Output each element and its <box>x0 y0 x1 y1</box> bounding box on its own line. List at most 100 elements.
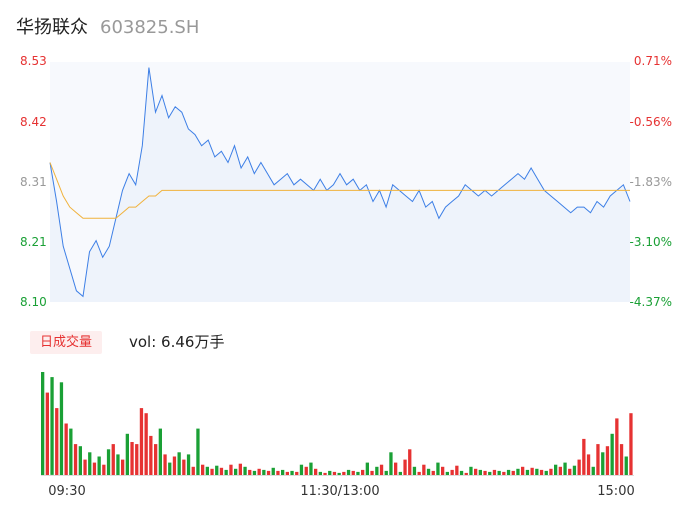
pct-tick-label: -1.83% <box>630 175 672 189</box>
volume-bar <box>521 466 525 475</box>
volume-bar <box>549 468 553 475</box>
volume-bar <box>525 469 530 476</box>
volume-bar <box>318 471 322 475</box>
volume-bar <box>73 444 78 475</box>
volume-bar <box>441 466 445 475</box>
volume-bar <box>97 456 101 475</box>
time-tick-label: 15:00 <box>597 484 634 499</box>
volume-bar <box>412 466 417 475</box>
volume-bar <box>469 466 473 475</box>
volume-bar <box>379 464 384 475</box>
volume-bar <box>309 462 313 475</box>
volume-bar <box>144 413 148 475</box>
volume-bar <box>111 444 115 475</box>
volume-bar <box>342 471 346 475</box>
volume-bar <box>544 470 548 475</box>
volume-bar <box>403 459 407 475</box>
volume-bar <box>271 467 275 475</box>
volume-bar <box>596 444 600 475</box>
volume-bar <box>285 471 289 475</box>
volume-bar <box>568 468 572 475</box>
volume-bar <box>102 464 106 475</box>
stock-name: 华扬联众 <box>16 17 88 38</box>
volume-bar <box>610 433 614 475</box>
volume-bar <box>459 470 464 475</box>
volume-bar <box>530 467 534 475</box>
volume-bar <box>497 470 501 475</box>
time-tick-label: 09:30 <box>48 484 85 499</box>
volume-bar <box>346 469 351 476</box>
volume-bar <box>196 428 200 475</box>
volume-bar <box>554 464 558 475</box>
volume-bar <box>488 471 492 475</box>
pct-tick-label: -0.56% <box>630 115 672 129</box>
volume-bar <box>163 454 167 475</box>
price-area <box>50 67 630 302</box>
volume-bar <box>356 471 360 475</box>
volume-bar <box>238 463 242 475</box>
volume-bar <box>139 408 144 476</box>
volume-bar <box>215 465 219 475</box>
pct-tick-label: -4.37% <box>630 295 672 309</box>
volume-bar <box>130 442 134 475</box>
volume-bar <box>243 466 247 475</box>
volume-bar <box>563 462 567 475</box>
volume-bar <box>511 470 515 475</box>
volume-bar <box>290 470 294 475</box>
volume-bar <box>201 464 205 475</box>
volume-bar <box>252 470 257 475</box>
volume-bar <box>375 466 379 475</box>
volume-bar <box>591 466 595 475</box>
volume-bar <box>88 452 92 475</box>
volume-bar <box>69 428 73 475</box>
price-tick-label: 8.31 <box>20 175 47 189</box>
volume-bar <box>205 466 209 475</box>
volume-bar <box>149 435 153 475</box>
volume-bar <box>45 392 49 475</box>
pct-tick-label: 0.71% <box>634 54 672 68</box>
volume-bar <box>186 454 191 475</box>
volume-bar <box>257 468 261 475</box>
volume-bar <box>135 444 139 475</box>
volume-bar <box>50 377 54 475</box>
volume-bar <box>370 470 374 475</box>
volume-bar <box>41 372 45 475</box>
volume-bar <box>445 471 449 475</box>
avg-price-line <box>49 162 630 219</box>
volume-bar <box>516 468 520 475</box>
volume-bar <box>64 423 68 475</box>
volume-bar <box>601 452 605 475</box>
pct-tick-label: -3.10% <box>630 235 672 249</box>
volume-bar <box>582 438 586 475</box>
volume-bar <box>450 469 454 476</box>
volume-bar <box>361 469 365 476</box>
volume-bar <box>121 459 125 475</box>
volume-bar <box>394 462 398 475</box>
volume-bar <box>577 459 581 475</box>
volume-bar <box>572 465 577 475</box>
volume-bar <box>351 470 355 475</box>
volume-bar <box>83 459 87 475</box>
price-tick-label: 8.21 <box>20 235 47 249</box>
price-tick-label: 8.10 <box>20 295 47 309</box>
volume-bar <box>210 468 214 475</box>
stock-header: 华扬联众 603825.SH <box>16 13 199 39</box>
volume-bar <box>158 428 162 475</box>
stock-code: 603825.SH <box>100 17 200 38</box>
volume-bar <box>314 468 318 475</box>
volume-bar <box>262 469 266 476</box>
time-tick-label: 11:30/13:00 <box>300 484 379 499</box>
volume-badge: 日成交量 <box>30 331 103 354</box>
volume-bar <box>384 470 388 475</box>
volume-bar <box>328 470 332 475</box>
volume-readout: vol: 6.46万手 <box>129 331 224 353</box>
volume-bar <box>248 469 252 476</box>
volume-bar <box>323 472 327 475</box>
volume-bar <box>619 444 624 475</box>
volume-bar <box>422 464 426 475</box>
volume-bar <box>408 449 412 476</box>
volume-bar <box>172 456 177 475</box>
volume-bar <box>154 444 158 475</box>
volume-bar <box>474 468 478 475</box>
